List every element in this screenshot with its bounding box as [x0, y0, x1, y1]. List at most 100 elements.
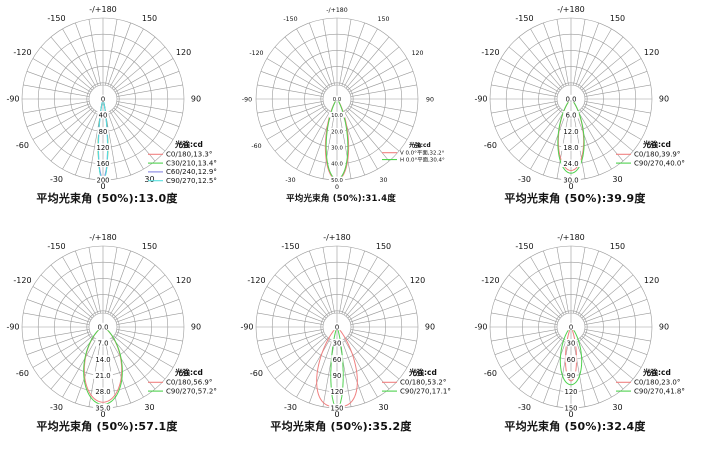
- legend: 光強:cdV 0.0°平面,32.2°H 0.0°平面,30.4°: [382, 141, 445, 163]
- polar-chart-2: -/+180 -150 150 -120 120 -90 90 -60 60 -30 30 0 0.0 1…: [242, 7, 445, 191]
- svg-text:-30: -30: [518, 403, 531, 412]
- svg-text:-30: -30: [284, 403, 297, 412]
- svg-text:90: 90: [659, 95, 669, 104]
- polar-grid: [489, 245, 653, 409]
- svg-text:90: 90: [191, 323, 201, 332]
- svg-text:90: 90: [659, 323, 669, 332]
- legend-item-label: C90/270,17.1°: [400, 387, 451, 395]
- svg-text:-120: -120: [13, 276, 31, 285]
- svg-text:-150: -150: [47, 242, 65, 251]
- beam-angle-caption-2: 平均光束角 (50%):31.4度: [286, 194, 396, 204]
- beam-angle-caption-1: 平均光束角 (50%):13.0度: [36, 192, 178, 205]
- svg-text:-30: -30: [285, 177, 295, 184]
- svg-text:120: 120: [176, 48, 191, 57]
- svg-text:30: 30: [144, 175, 154, 184]
- svg-text:-90: -90: [242, 97, 252, 104]
- svg-text:150: 150: [142, 14, 157, 23]
- svg-text:150: 150: [142, 242, 157, 251]
- svg-text:-120: -120: [481, 48, 499, 57]
- legend-item-label: C30/210,13.4°: [166, 159, 217, 167]
- svg-text:6.0: 6.0: [566, 112, 577, 120]
- svg-text:0.0: 0.0: [333, 97, 342, 103]
- svg-text:120: 120: [410, 276, 425, 285]
- svg-text:60: 60: [178, 369, 188, 378]
- svg-text:0: 0: [334, 410, 339, 419]
- legend-title: 光強:cd: [174, 367, 203, 377]
- svg-text:-150: -150: [47, 14, 65, 23]
- polar-chart-cell-1: -/+180 -150 150 -120 120 -90 90 -60 60 -30 30 0 0 40 8…: [0, 0, 234, 228]
- legend: 光強:cd C0/180,53.2°C90/270,17.1°: [382, 367, 451, 395]
- svg-text:10.0: 10.0: [331, 113, 343, 119]
- svg-text:120: 120: [176, 276, 191, 285]
- angle-labels: -/+180 -150 150 -120 120 -90 90 -60 60 -30 30 0: [240, 233, 435, 419]
- legend-title: 光強:cd: [408, 367, 437, 377]
- svg-text:150: 150: [331, 404, 344, 412]
- polar-chart-6: -/+180 -150 150 -120 120 -90 90 -60 60 -30 30 0 0 30 6…: [474, 233, 685, 419]
- legend-item-label: C0/180,23.0°: [634, 379, 680, 387]
- svg-text:-/+180: -/+180: [326, 7, 348, 14]
- svg-text:0: 0: [335, 323, 339, 331]
- polar-chart-cell-3: -/+180 -150 150 -120 120 -90 90 -60 60 -30 30 0 0.0 6…: [468, 0, 702, 228]
- polar-chart-1: -/+180 -150 150 -120 120 -90 90 -60 60 -30 30 0 0 40 8…: [6, 5, 217, 191]
- svg-text:12.0: 12.0: [563, 128, 578, 136]
- polar-chart-4: -/+180 -150 150 -120 120 -90 90 -60 60 -30 30 0 0.0 7…: [6, 233, 217, 419]
- svg-text:60: 60: [646, 369, 656, 378]
- svg-text:30: 30: [333, 340, 342, 348]
- legend-title: 光強:cd: [408, 141, 431, 149]
- svg-text:-90: -90: [474, 95, 487, 104]
- svg-text:-60: -60: [250, 369, 263, 378]
- svg-text:150: 150: [565, 404, 578, 412]
- radial-axis-labels: 0 30 60 90 120 150: [329, 322, 345, 412]
- svg-text:120: 120: [331, 388, 344, 396]
- svg-text:80: 80: [99, 128, 108, 136]
- svg-text:90: 90: [426, 97, 434, 104]
- angle-labels: -/+180 -150 150 -120 120 -90 90 -60 60 -30 30 0: [474, 5, 669, 191]
- polar-chart-cell-2: -/+180 -150 150 -120 120 -90 90 -60 60 -30 30 0 0.0 1…: [234, 0, 468, 228]
- legend-item-label: H 0.0°平面,30.4°: [400, 156, 445, 163]
- svg-text:35.0: 35.0: [95, 404, 110, 412]
- svg-text:-60: -60: [16, 369, 29, 378]
- svg-text:90: 90: [333, 372, 342, 380]
- svg-text:-120: -120: [13, 48, 31, 57]
- svg-text:7.0: 7.0: [98, 340, 109, 348]
- svg-text:30: 30: [612, 403, 622, 412]
- beam-angle-caption-3: 平均光束角 (50%):39.9度: [504, 192, 646, 205]
- svg-text:-/+180: -/+180: [557, 5, 585, 14]
- polar-chart-3: -/+180 -150 150 -120 120 -90 90 -60 60 -30 30 0 0.0 6…: [474, 5, 684, 191]
- legend-item-label: C0/180,13.3°: [166, 151, 212, 159]
- polar-chart-5: -/+180 -150 150 -120 120 -90 90 -60 60 -30 30 0 0 30 6…: [240, 233, 451, 419]
- svg-text:-/+180: -/+180: [89, 233, 117, 242]
- svg-text:-30: -30: [518, 175, 531, 184]
- svg-text:120: 120: [97, 144, 110, 152]
- legend-item-label: C0/180,53.2°: [400, 379, 446, 387]
- svg-text:-90: -90: [6, 95, 19, 104]
- svg-text:60: 60: [333, 356, 342, 364]
- radial-axis-labels: 0 40 80 120 160 200: [95, 94, 111, 184]
- legend-title: 光強:cd: [642, 139, 671, 149]
- legend-item-label: C90/270,41.8°: [634, 387, 685, 395]
- svg-text:30.0: 30.0: [563, 176, 578, 184]
- svg-text:-150: -150: [283, 16, 297, 23]
- svg-text:-60: -60: [16, 141, 29, 150]
- svg-text:-/+180: -/+180: [89, 5, 117, 14]
- radial-axis-labels: 0.0 7.0 14.0 21.0 28.0 35.0: [93, 322, 113, 412]
- svg-text:90: 90: [191, 95, 201, 104]
- svg-text:-60: -60: [251, 143, 261, 150]
- svg-text:30: 30: [378, 403, 388, 412]
- angle-labels: -/+180 -150 150 -120 120 -90 90 -60 60 -30 30 0: [6, 5, 201, 191]
- svg-text:0: 0: [568, 410, 573, 419]
- svg-text:-120: -120: [247, 276, 265, 285]
- svg-text:24.0: 24.0: [563, 160, 578, 168]
- radial-axis-labels: 0 30 60 90 120 150: [563, 322, 579, 412]
- svg-text:90: 90: [567, 372, 576, 380]
- svg-text:-150: -150: [515, 242, 533, 251]
- svg-text:90: 90: [425, 323, 435, 332]
- polar-chart-cell-5: -/+180 -150 150 -120 120 -90 90 -60 60 -30 30 0 0 30 6…: [234, 228, 468, 456]
- series-curve-C90-270: [557, 98, 585, 174]
- legend-item-label: C90/270,12.5°: [166, 177, 217, 185]
- legend-item-label: C90/270,57.2°: [166, 387, 217, 395]
- svg-text:-90: -90: [474, 323, 487, 332]
- legend-item-label: C0/180,39.9°: [634, 151, 680, 159]
- angle-labels: -/+180 -150 150 -120 120 -90 90 -60 60 -30 30 0: [474, 233, 669, 419]
- svg-text:28.0: 28.0: [95, 388, 110, 396]
